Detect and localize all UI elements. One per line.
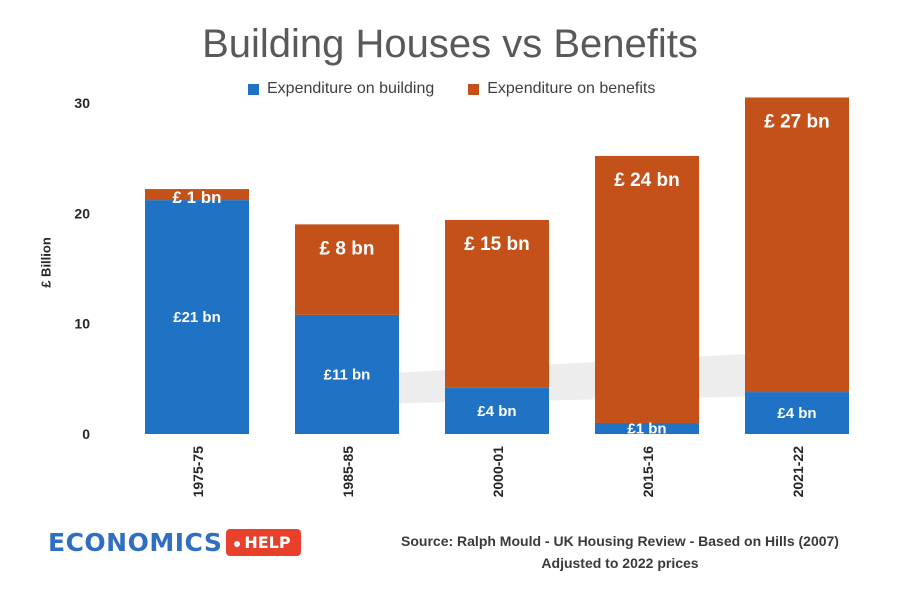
legend-item-building: Expenditure on building xyxy=(248,80,434,98)
logo-tag: HELP xyxy=(226,529,301,556)
logo-tag-text: HELP xyxy=(244,533,291,552)
bar-building xyxy=(745,392,849,434)
y-tick-label: 30 xyxy=(74,95,90,111)
legend-swatch-building xyxy=(248,83,259,95)
y-tick-label: 0 xyxy=(82,426,90,442)
x-tick-label: 2000-01 xyxy=(490,446,506,498)
legend-label-building: Expenditure on building xyxy=(267,80,435,97)
bar-benefits xyxy=(595,155,699,423)
chart-title: Building Houses vs Benefits xyxy=(202,22,698,66)
data-label-benefits: £ 8 bn xyxy=(320,238,375,259)
source-line-1: Source: Ralph Mould - UK Housing Review … xyxy=(401,533,839,549)
logo-text: ECONOMICS xyxy=(48,528,223,557)
x-tick-label: 2015-16 xyxy=(640,446,656,498)
legend-label-benefits: Expenditure on benefits xyxy=(487,80,656,97)
x-tick-label: 1985-85 xyxy=(340,446,356,498)
bar-building xyxy=(595,422,699,434)
backdrop-shadow xyxy=(300,350,836,405)
data-label-benefits: £ 27 bn xyxy=(764,111,829,132)
data-label-benefits: £ 1 bn xyxy=(172,188,221,207)
bar-building xyxy=(445,387,549,434)
source-line-2: Adjusted to 2022 prices xyxy=(541,555,699,571)
data-label-benefits: £ 24 bn xyxy=(614,170,679,191)
data-label-building: £11 bn xyxy=(324,366,371,383)
y-tick-label: 10 xyxy=(74,316,90,332)
chart-legend: Expenditure on building Expenditure on b… xyxy=(248,80,655,98)
bar-benefits xyxy=(295,224,399,315)
bar-building xyxy=(145,200,249,434)
x-tick-label: 1975-75 xyxy=(190,446,206,498)
data-label-benefits: £ 15 bn xyxy=(464,234,529,255)
source-note: Source: Ralph Mould - UK Housing Review … xyxy=(370,530,870,574)
data-label-building: £4 bn xyxy=(477,403,516,420)
data-label-building: £21 bn xyxy=(173,309,221,326)
x-tick-label: 2021-22 xyxy=(790,446,806,498)
bar-benefits xyxy=(745,97,849,393)
data-label-building: £4 bn xyxy=(777,405,816,422)
bar-benefits xyxy=(445,219,549,388)
y-tick-label: 20 xyxy=(74,205,90,221)
economics-help-logo: ECONOMICS HELP xyxy=(48,528,301,557)
chart-plot: 0 10 20 30 £21 bn £ 1 bn 1975-75 £11 bn £ 8 bn 19… xyxy=(74,95,849,498)
bar-building xyxy=(295,314,399,434)
legend-swatch-benefits xyxy=(468,83,480,95)
data-label-building: £1 bn xyxy=(627,420,666,437)
logo-dot-icon xyxy=(234,540,241,547)
bar-benefits xyxy=(145,189,249,201)
legend-item-benefits: Expenditure on benefits xyxy=(468,80,655,98)
